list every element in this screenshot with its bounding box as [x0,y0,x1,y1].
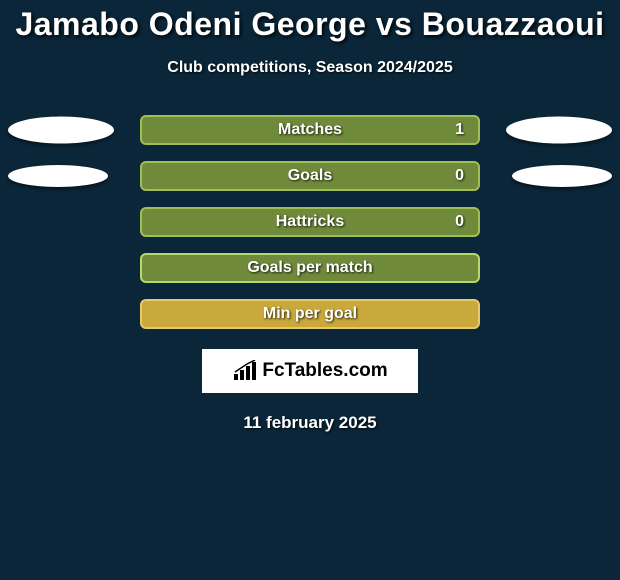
stat-row: Goals0 [0,161,620,191]
stat-label: Matches [142,121,478,139]
stat-label: Goals [142,167,478,185]
logo-inner: FcTables.com [232,360,387,382]
left-ellipse [8,117,114,144]
stat-bar: Matches1 [140,115,480,145]
player1-name: Jamabo Odeni George [15,6,366,42]
vs-text: vs [376,6,413,42]
stat-row: Matches1 [0,115,620,145]
stat-bar: Goals0 [140,161,480,191]
right-ellipse [506,117,612,144]
left-ellipse [8,165,108,187]
stat-row: Hattricks0 [0,207,620,237]
logo-box: FcTables.com [202,349,418,393]
stat-row: Goals per match [0,253,620,283]
stats-rows: Matches1Goals0Hattricks0Goals per matchM… [0,115,620,329]
stat-label: Goals per match [142,259,478,277]
chart-icon [232,360,258,382]
stat-bar: Goals per match [140,253,480,283]
subtitle: Club competitions, Season 2024/2025 [0,59,620,77]
stat-value-right: 0 [455,167,464,185]
infographic-container: Jamabo Odeni George vs Bouazzaoui Club c… [0,0,620,433]
stat-label: Min per goal [142,305,478,323]
stat-value-right: 1 [455,121,464,139]
stat-row: Min per goal [0,299,620,329]
player2-name: Bouazzaoui [422,6,605,42]
stat-label: Hattricks [142,213,478,231]
logo-text: FcTables.com [262,360,387,382]
title: Jamabo Odeni George vs Bouazzaoui [0,6,620,43]
stat-value-right: 0 [455,213,464,231]
stat-bar: Hattricks0 [140,207,480,237]
stat-bar: Min per goal [140,299,480,329]
right-ellipse [512,165,612,187]
date-text: 11 february 2025 [0,413,620,433]
